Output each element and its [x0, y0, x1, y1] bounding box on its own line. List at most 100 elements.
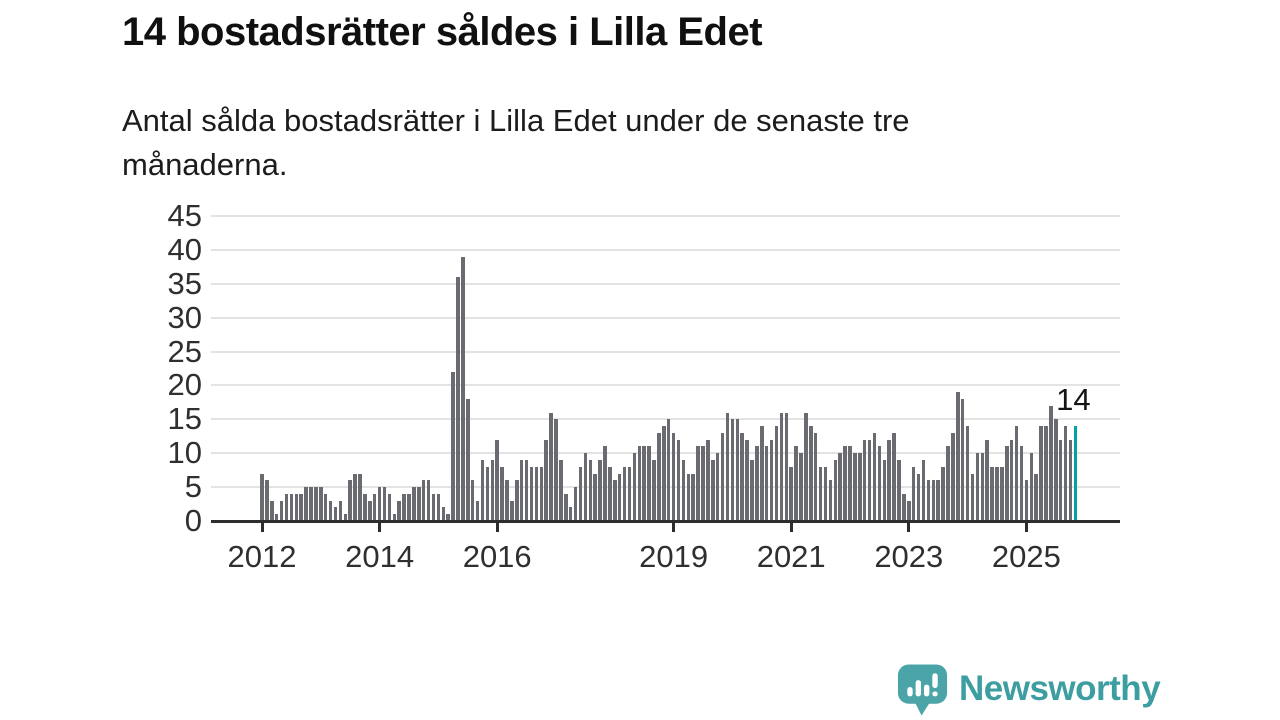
x-axis-tick-mark [378, 523, 382, 532]
bar [338, 500, 343, 521]
bar [965, 426, 970, 521]
x-axis-tick-mark [495, 523, 499, 532]
bar [740, 432, 744, 521]
bar [539, 466, 544, 521]
last-value-annotation: 14 [1056, 382, 1091, 417]
bar [662, 426, 666, 521]
bar [387, 493, 392, 521]
bar [916, 473, 921, 521]
newsworthy-speech-bubble-icon [897, 664, 948, 716]
bar [1005, 446, 1009, 521]
bar [534, 466, 539, 521]
bar [490, 460, 495, 521]
bar [544, 439, 548, 521]
bar [358, 473, 362, 521]
bar [627, 466, 632, 521]
y-axis-tick-label: 25 [167, 333, 202, 369]
bar [931, 480, 936, 521]
bar [588, 460, 593, 521]
y-axis-tick-label: 30 [167, 299, 202, 335]
bar [681, 460, 686, 521]
bar [412, 487, 416, 521]
bar [647, 446, 651, 521]
bar [946, 446, 950, 521]
subtitle-line-2: månaderna. [122, 147, 288, 183]
bar [858, 453, 862, 521]
bar [578, 466, 583, 521]
bar [701, 446, 705, 521]
x-axis-tick-mark [672, 523, 676, 532]
brand-logo: Newsworthy [895, 661, 1161, 717]
subtitle-line-1: Antal sålda bostadsrätter i Lilla Edet u… [122, 103, 910, 138]
bar [617, 473, 622, 521]
bar [265, 480, 269, 521]
bar [495, 439, 499, 521]
x-axis-tick-mark [1024, 523, 1028, 532]
bar [813, 432, 818, 521]
bar [1019, 446, 1024, 521]
bar [377, 487, 382, 521]
bar [549, 412, 553, 521]
highlight-bar [1073, 426, 1078, 521]
gridline [211, 350, 1120, 353]
bar [794, 446, 798, 521]
bar [475, 500, 480, 521]
x-axis-tick-label: 2016 [462, 539, 532, 574]
bar [426, 480, 431, 521]
bar [828, 480, 833, 521]
bar [431, 493, 436, 521]
x-axis-tick-mark [907, 523, 911, 532]
bar [622, 466, 627, 521]
bar [637, 446, 642, 521]
bar [309, 487, 313, 521]
bar [1044, 426, 1048, 521]
bar [862, 439, 867, 521]
bar [598, 460, 602, 521]
bar [284, 493, 289, 521]
bar [980, 453, 985, 521]
bar [990, 466, 994, 521]
bar [755, 446, 759, 521]
bar [789, 466, 793, 521]
bar [446, 514, 450, 521]
bar [441, 507, 446, 521]
bar [505, 480, 509, 521]
bar [289, 493, 294, 521]
bar [907, 500, 911, 521]
chart-title: 14 bostadsrätter såldes i Lilla Edet [122, 10, 763, 54]
bar [568, 507, 573, 521]
bar [882, 460, 887, 521]
bar [956, 392, 960, 521]
bar [838, 453, 842, 521]
bar [877, 446, 882, 521]
bar [613, 480, 617, 521]
bar [573, 487, 578, 521]
y-axis-tick-label: 45 [167, 198, 202, 233]
bar [715, 453, 720, 521]
bar [402, 493, 406, 521]
bar [818, 466, 823, 521]
bar [1058, 439, 1063, 521]
bar [764, 446, 769, 521]
y-axis-tick-label: 20 [167, 367, 202, 403]
bar [833, 460, 838, 521]
bar [804, 412, 808, 521]
bar [720, 432, 725, 521]
bar [657, 432, 661, 521]
y-axis-tick-label: 40 [167, 231, 202, 267]
bar [725, 412, 730, 521]
bar [583, 453, 588, 521]
bar [274, 514, 279, 521]
bar [779, 412, 784, 521]
bar [333, 507, 338, 521]
bar [519, 460, 524, 521]
bar [902, 493, 906, 521]
bar [671, 432, 676, 521]
bar [642, 446, 646, 521]
bar [348, 480, 352, 521]
bar [279, 500, 284, 521]
bar [554, 419, 558, 521]
bar [353, 473, 357, 521]
bar [608, 466, 612, 521]
